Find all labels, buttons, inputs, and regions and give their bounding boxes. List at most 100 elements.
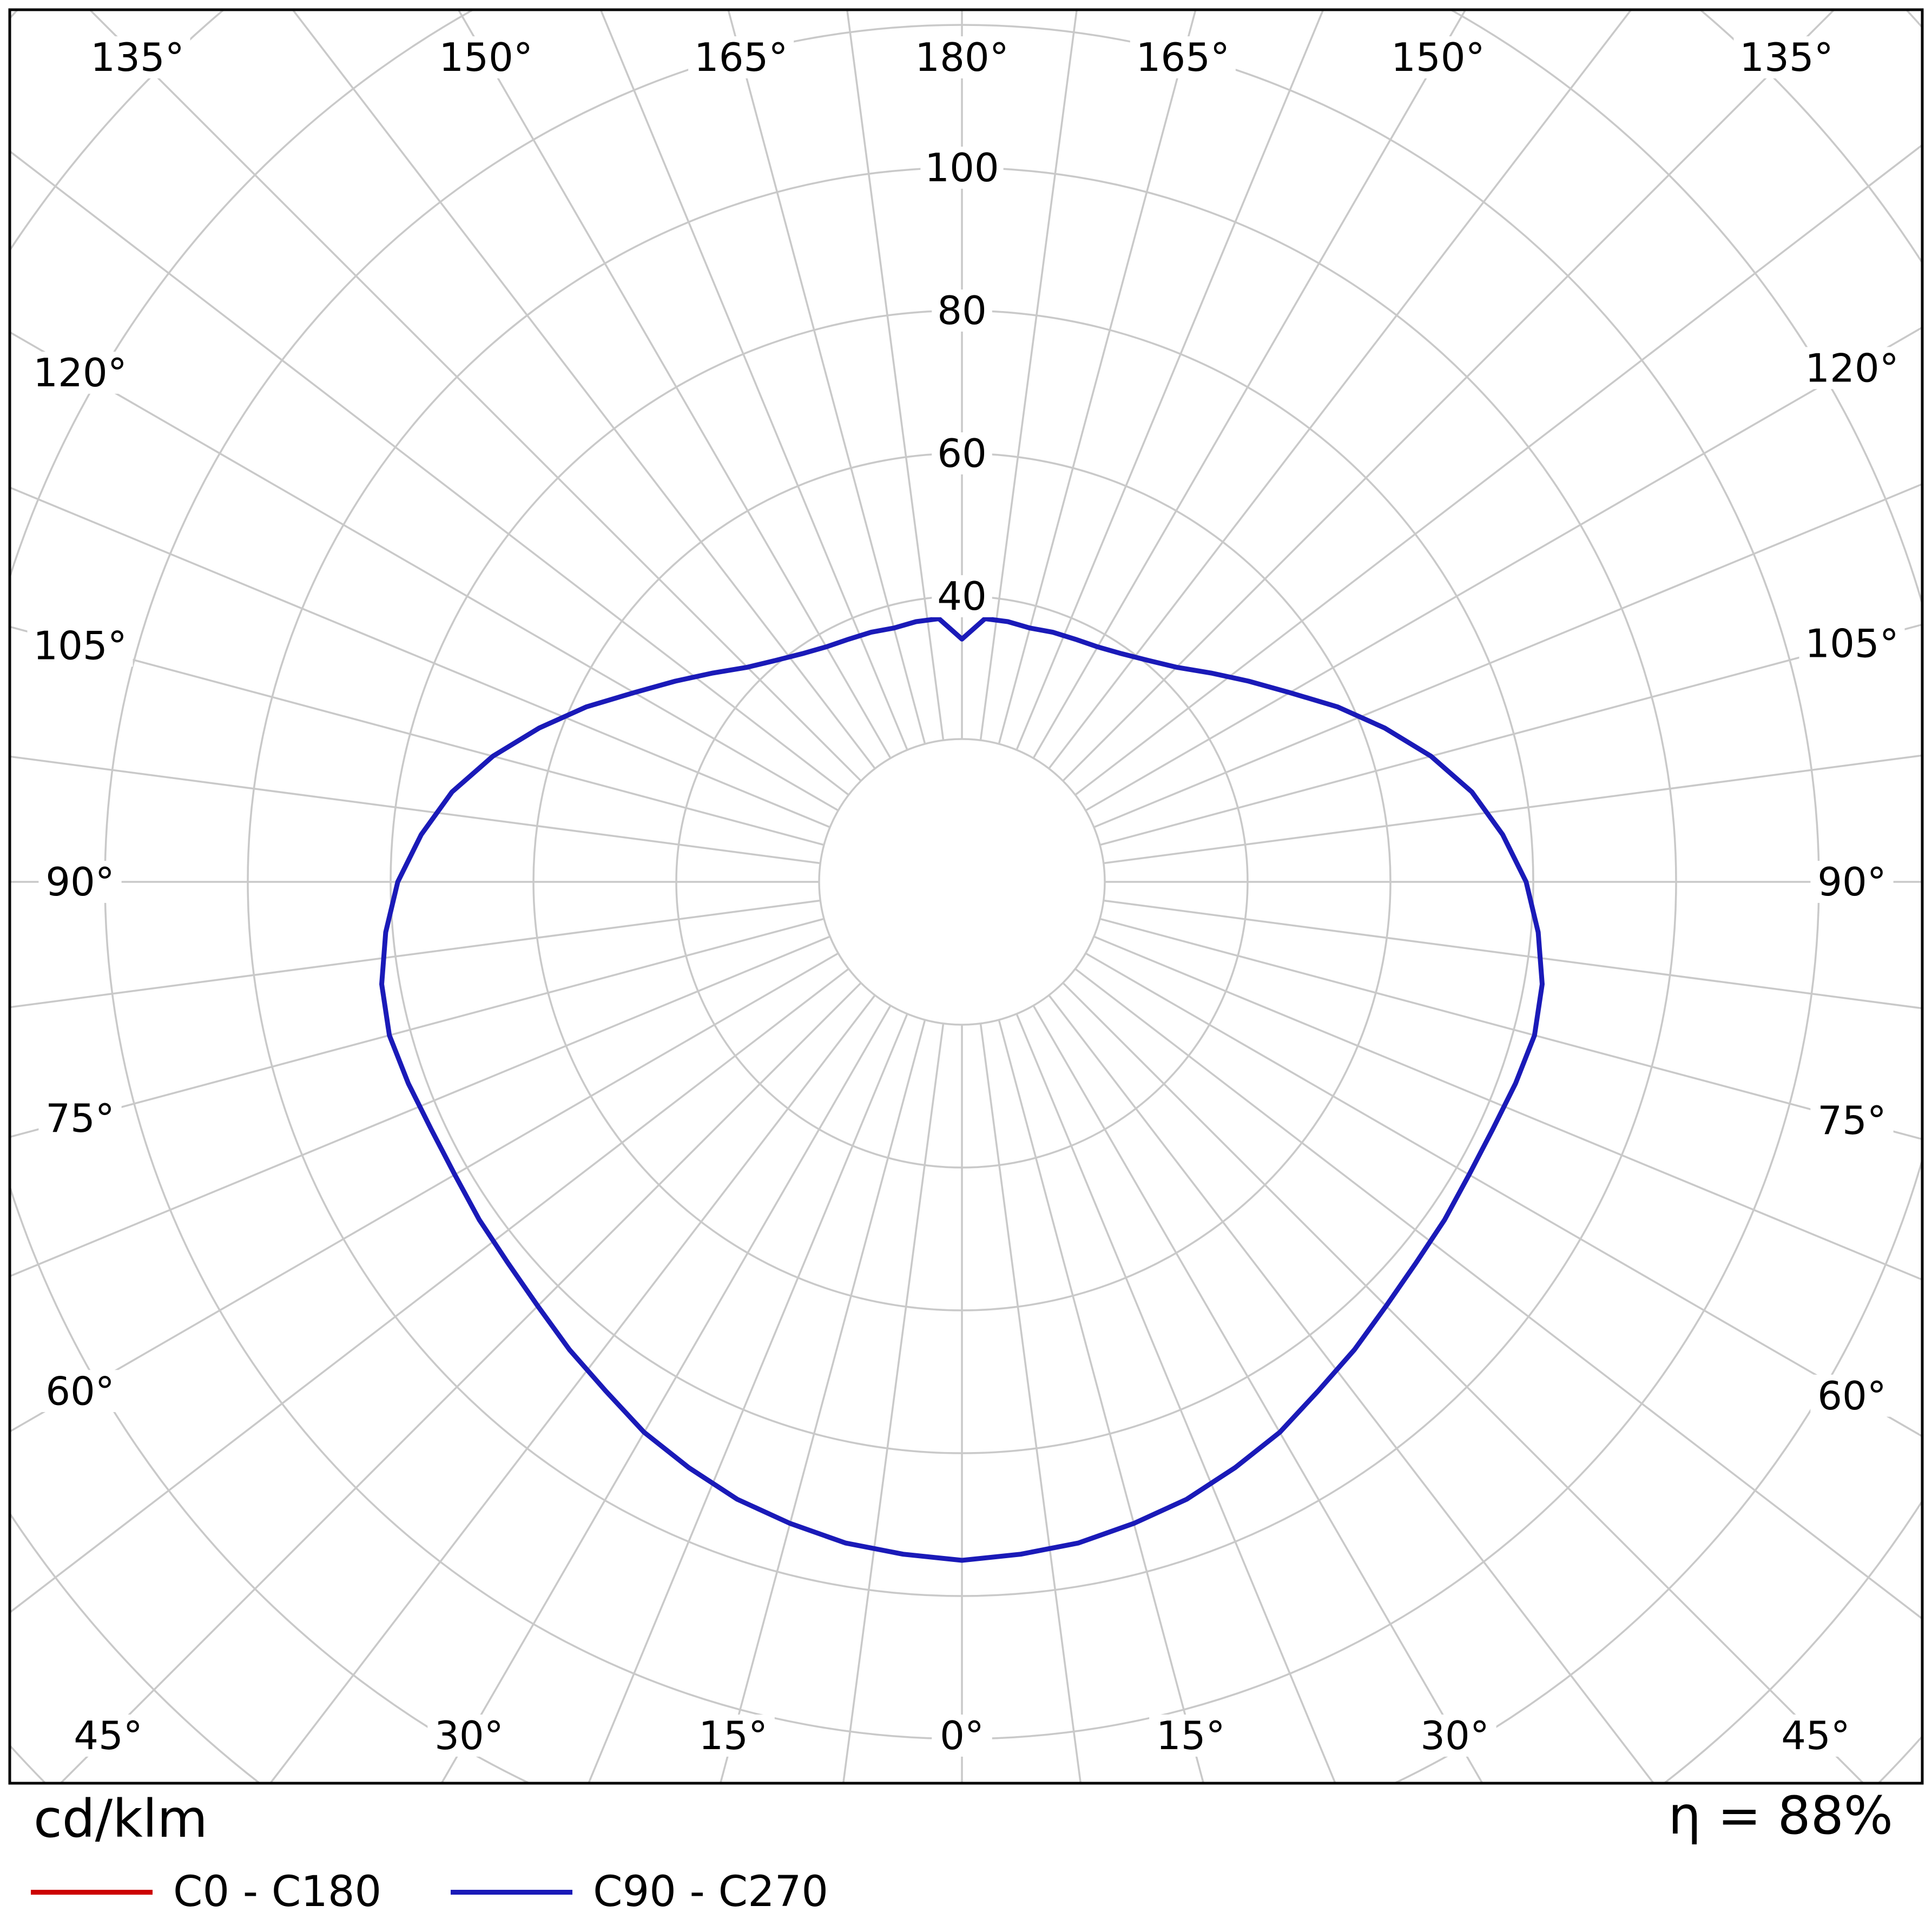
angle-tick-label: 150° [439,35,532,80]
label-mask [433,36,539,78]
unit-label: cd/klm [34,1789,208,1849]
grid-ray [457,10,892,759]
label-mask [1733,36,1839,78]
grid-ray [1103,754,1922,865]
grid-ray [719,1019,926,1783]
label-mask [1799,347,1905,390]
label-mask [27,624,133,667]
angle-tick-label: 60° [45,1368,115,1414]
label-mask [84,36,190,78]
grid-ray [1099,918,1922,1140]
radial-tick-label: 60 [937,431,987,476]
label-mask [1385,36,1491,78]
grid-ray [1085,326,1922,812]
label-mask [920,147,1004,189]
label-mask [67,1715,150,1757]
label-mask [932,575,992,617]
label-mask [691,1715,775,1757]
grid-ray [1093,483,1922,828]
grid-ray [1085,952,1922,1438]
grid-ray [1016,1013,1336,1783]
grid-ray [998,10,1197,744]
grid-ray [440,1005,892,1783]
angle-tick-label: 60° [1817,1373,1887,1419]
efficiency-label: η = 88% [1668,1785,1893,1846]
label-mask [1810,861,1894,903]
angle-tick-label: 150° [1391,35,1485,80]
angle-tick-label: 165° [694,35,788,80]
label-mask [427,1715,511,1757]
grid-ray [10,952,839,1433]
legend-label-c0-c180: C0 - C180 [173,1868,382,1916]
label-mask [1810,1099,1894,1142]
angle-tick-label: 30° [1420,1713,1489,1758]
label-mask [27,352,133,394]
grid-ray [269,994,876,1783]
grid-ray [1032,10,1467,759]
grid-ray [88,10,862,782]
grid-ray [10,486,830,828]
angle-tick-label: 105° [33,623,127,668]
label-mask [1130,36,1236,78]
angle-tick-label: 90° [1817,859,1887,905]
label-mask [38,1097,122,1139]
legend-label-c90-c270: C90 - C270 [593,1868,828,1916]
grid-ray [1074,968,1922,1620]
grid-ray [727,10,926,744]
label-mask [1149,1715,1232,1757]
angle-tick-label: 45° [74,1713,143,1758]
grid-ray [1048,10,1633,769]
label-mask [688,36,794,78]
grid-circle [10,10,1922,1783]
angle-tick-label: 15° [698,1713,768,1758]
grid-ray [842,1023,945,1783]
angle-tick-label: 90° [45,859,115,905]
label-mask [38,861,122,903]
angle-tick-label: 30° [434,1713,504,1758]
label-mask [1799,622,1905,665]
chart-frame-border [8,8,1924,1785]
grid-ray [1074,143,1922,796]
grid-ray [846,10,945,741]
legend-line-c90-c270 [451,1889,573,1895]
grid-ray [599,10,908,750]
angle-tick-label: 120° [33,350,127,395]
grid-ray [10,968,849,1614]
angle-tick-label: 105° [1805,621,1898,666]
legend: C0 - C180 C90 - C270 [31,1868,828,1916]
label-mask [38,1370,122,1412]
label-mask [932,432,992,474]
angle-tick-label: 180° [915,35,1008,80]
angle-tick-label: 120° [1805,345,1898,391]
grid-ray [1099,623,1922,846]
label-mask [932,1715,992,1757]
grid-circle [818,738,1106,1026]
grid-ray [10,150,849,796]
radial-tick-label: 100 [925,145,999,190]
grid-ray [1103,899,1922,1010]
radial-tick-label: 80 [937,288,987,333]
label-mask [1810,1374,1894,1417]
curve-c90-c270 [379,616,1545,1563]
angle-tick-label: 75° [1817,1098,1887,1143]
grid-ray [10,755,821,865]
label-mask [932,289,992,332]
grid-ray [10,899,821,1008]
grid-ray [588,1013,908,1783]
grid-ray [10,331,839,812]
grid-ray [1062,10,1836,782]
grid-ray [10,935,830,1277]
angle-tick-label: 165° [1136,35,1230,80]
grid-ray [1093,935,1922,1281]
angle-tick-label: 45° [1781,1713,1850,1758]
label-mask [1413,1715,1496,1757]
grid-ray [979,1023,1082,1783]
angle-tick-label: 135° [90,35,184,80]
grid-ray [1048,994,1655,1783]
angle-tick-label: 0° [940,1713,984,1758]
grid-ray [1032,1005,1483,1783]
angle-tick-label: 135° [1739,35,1833,80]
